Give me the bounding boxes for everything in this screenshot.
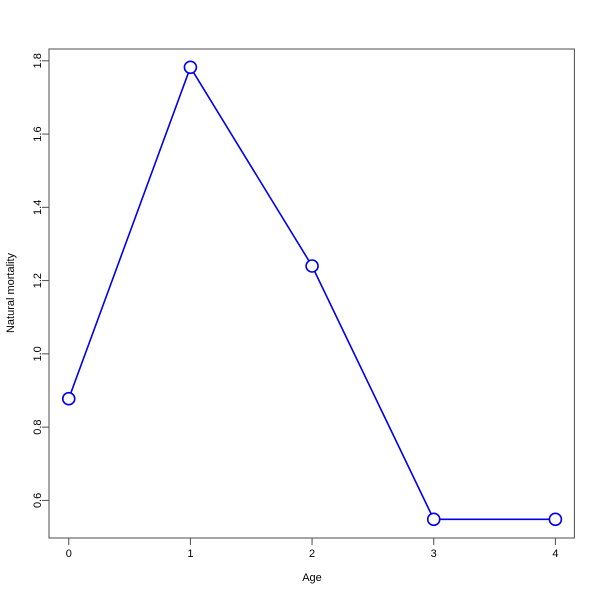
svg-text:1.4: 1.4 xyxy=(32,200,44,215)
svg-text:4: 4 xyxy=(552,548,558,560)
svg-text:1.6: 1.6 xyxy=(32,126,44,141)
svg-text:1: 1 xyxy=(187,548,193,560)
svg-text:1.0: 1.0 xyxy=(32,346,44,361)
svg-text:1.8: 1.8 xyxy=(32,53,44,68)
svg-text:0.6: 0.6 xyxy=(32,493,44,508)
svg-text:3: 3 xyxy=(431,548,437,560)
svg-text:1.2: 1.2 xyxy=(32,273,44,288)
svg-text:0.8: 0.8 xyxy=(32,419,44,434)
svg-text:Natural mortality: Natural mortality xyxy=(5,252,17,333)
svg-text:Age: Age xyxy=(302,572,322,584)
svg-text:0: 0 xyxy=(66,548,72,560)
svg-text:2: 2 xyxy=(309,548,315,560)
